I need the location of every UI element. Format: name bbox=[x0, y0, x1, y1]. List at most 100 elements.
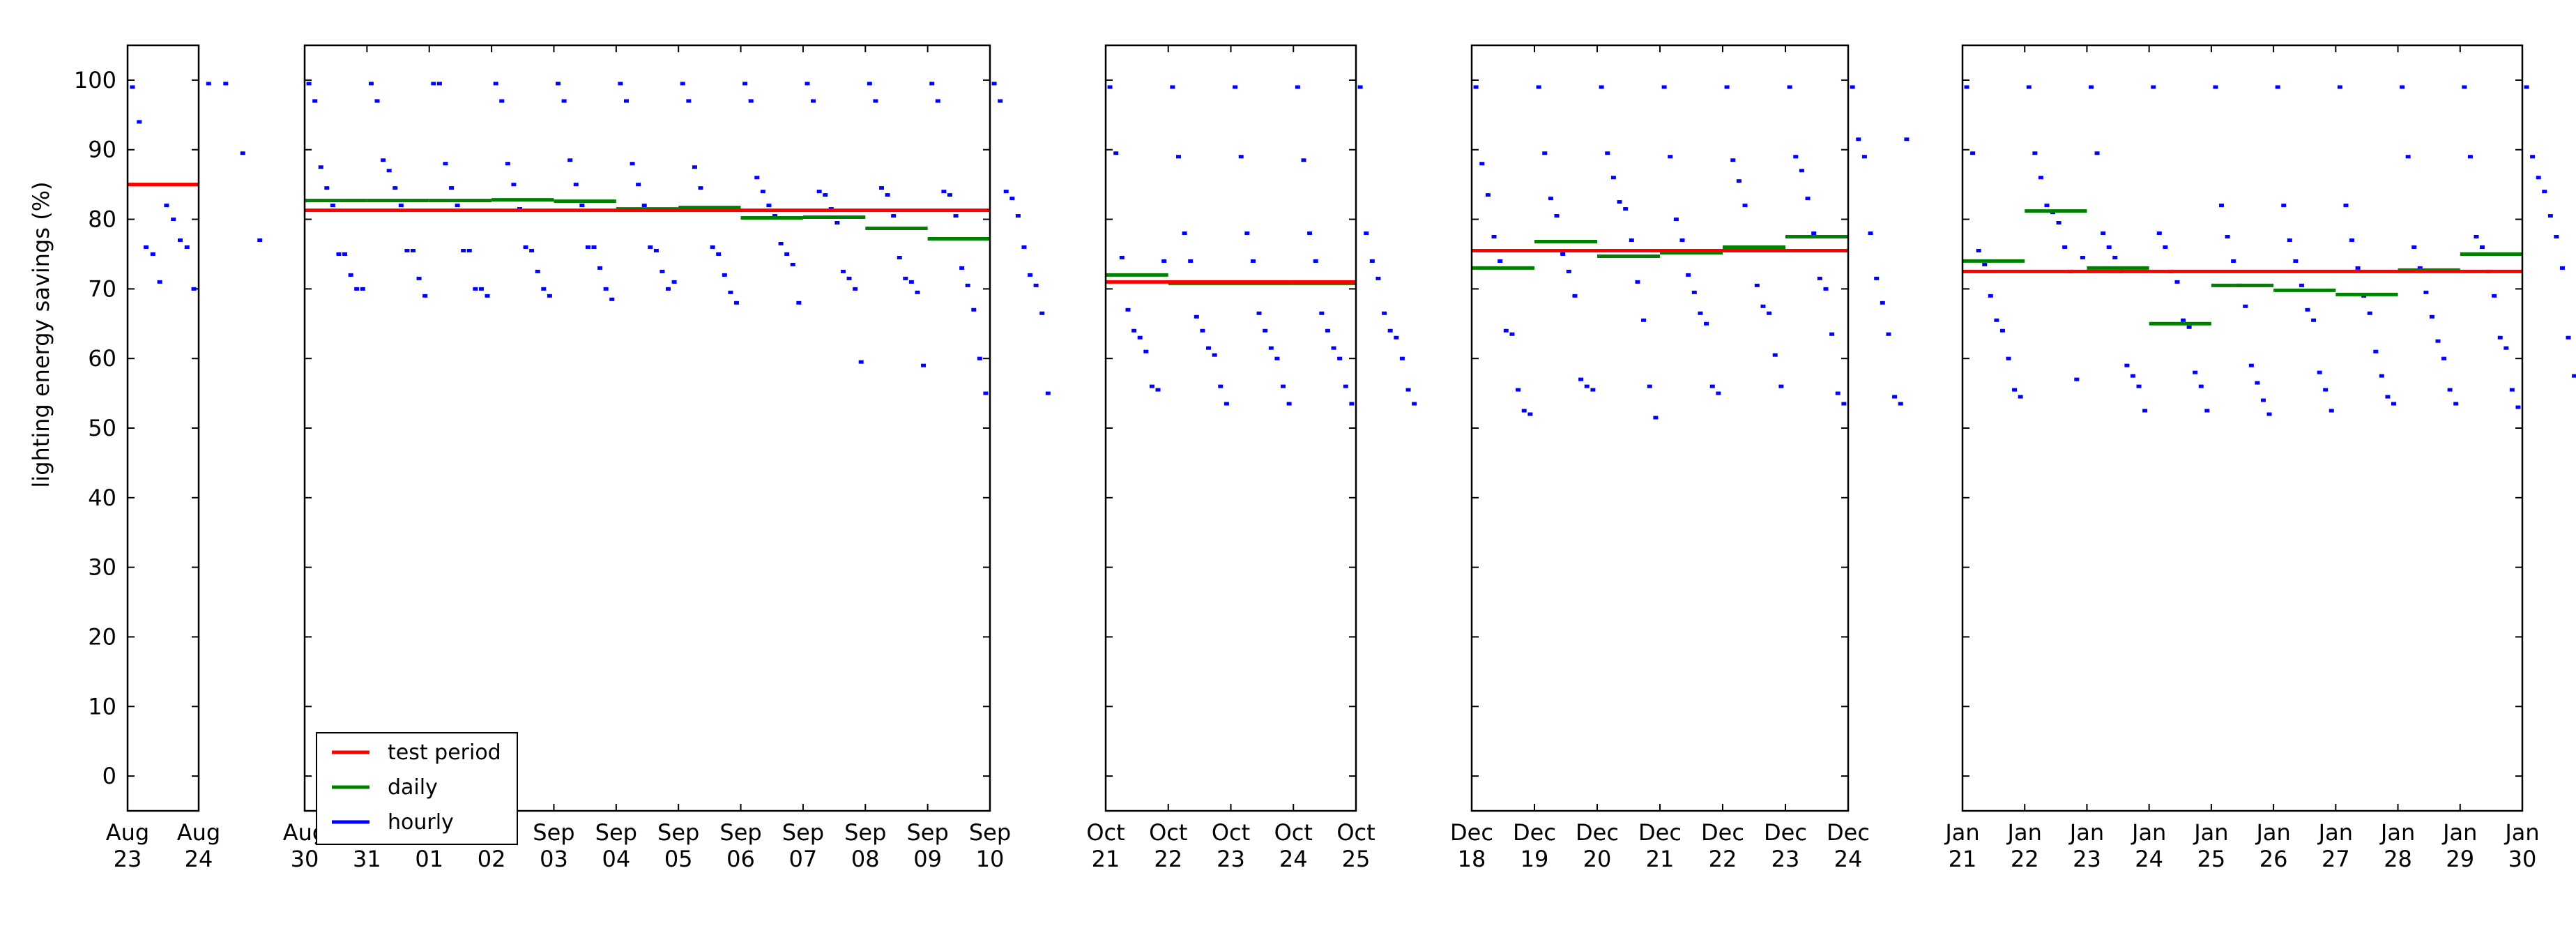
hourly-point bbox=[891, 214, 897, 218]
x-tick-label-month: Jan bbox=[2193, 819, 2228, 846]
x-tick-label-month: Jan bbox=[2441, 819, 2477, 846]
hourly-point bbox=[1039, 311, 1045, 315]
hourly-point bbox=[1527, 412, 1533, 416]
legend: test period daily hourly bbox=[316, 732, 518, 845]
hourly-point bbox=[742, 82, 748, 86]
hourly-point bbox=[1369, 259, 1375, 263]
hourly-point bbox=[1661, 85, 1667, 89]
hourly-point bbox=[2101, 231, 2106, 236]
hourly-point bbox=[511, 183, 517, 187]
hourly-point bbox=[2447, 388, 2453, 392]
x-tick-label-month: Sep bbox=[595, 819, 637, 846]
x-tick-label-day: 21 bbox=[1949, 846, 1977, 872]
hourly-point bbox=[374, 99, 380, 103]
hourly-point bbox=[2349, 238, 2355, 242]
hourly-point bbox=[1904, 137, 1910, 142]
x-tick-label-day: 04 bbox=[602, 846, 630, 872]
y-tick-label: 10 bbox=[88, 693, 116, 720]
x-tick-label-month: Jan bbox=[1944, 819, 1979, 846]
hourly-point bbox=[505, 162, 510, 166]
hourly-point bbox=[977, 356, 982, 360]
hourly-point bbox=[1301, 158, 1306, 162]
x-tick-label-day: 06 bbox=[726, 846, 755, 872]
hourly-point bbox=[998, 99, 1003, 103]
hourly-point bbox=[811, 99, 816, 103]
hourly-point bbox=[1835, 391, 1840, 395]
hourly-point bbox=[1698, 311, 1703, 315]
hourly-point bbox=[1572, 294, 1578, 298]
hourly-point bbox=[2032, 151, 2038, 155]
x-tick-label-day: 23 bbox=[114, 846, 142, 872]
hourly-point bbox=[1337, 356, 1343, 360]
panel-frame bbox=[1470, 44, 1850, 812]
x-tick-label-month: Dec bbox=[1576, 819, 1619, 846]
hourly-point bbox=[991, 82, 997, 86]
hourly-point bbox=[2379, 374, 2384, 378]
x-tick-label-day: 01 bbox=[415, 846, 443, 872]
hourly-point bbox=[858, 360, 864, 364]
hourly-point bbox=[929, 82, 935, 86]
panels-layer: 0102030405060708090100Aug23Aug24Aug30Aug… bbox=[74, 44, 2576, 872]
hourly-point bbox=[1641, 318, 1647, 322]
hourly-point bbox=[2219, 204, 2225, 208]
hourly-point bbox=[1343, 384, 1348, 388]
hourly-point bbox=[2056, 221, 2061, 225]
hourly-point bbox=[2515, 405, 2521, 409]
x-tick-label-day: 27 bbox=[2322, 846, 2350, 872]
hourly-point bbox=[1119, 255, 1125, 259]
hourly-point bbox=[2311, 318, 2317, 322]
hourly-point bbox=[1892, 395, 1898, 399]
hourly-point bbox=[1200, 328, 1205, 333]
hourly-point bbox=[1473, 85, 1479, 89]
hourly-point bbox=[1319, 311, 1325, 315]
hourly-point bbox=[2231, 259, 2236, 263]
hourly-point bbox=[1491, 235, 1497, 238]
hourly-point bbox=[1898, 402, 1903, 406]
x-tick-label-month: Sep bbox=[533, 819, 574, 846]
hourly-point bbox=[2355, 266, 2361, 270]
hourly-point bbox=[1772, 353, 1778, 357]
hourly-point bbox=[834, 221, 840, 225]
hourly-point bbox=[2373, 349, 2379, 353]
hourly-point bbox=[2453, 402, 2459, 406]
x-tick-label-day: 19 bbox=[1521, 846, 1549, 872]
hourly-point bbox=[2530, 155, 2536, 159]
hourly-point bbox=[1817, 276, 1822, 280]
hourly-point bbox=[1691, 290, 1697, 294]
hourly-point bbox=[1679, 238, 1685, 242]
hourly-point bbox=[1375, 276, 1381, 280]
hourly-point bbox=[2547, 214, 2553, 218]
hourly-point bbox=[1542, 151, 1548, 155]
x-tick-label-day: 21 bbox=[1092, 846, 1120, 872]
hourly-point bbox=[1033, 283, 1039, 287]
hourly-point bbox=[2198, 384, 2204, 388]
x-tick-label-month: Dec bbox=[1827, 819, 1870, 846]
hourly-point bbox=[1635, 280, 1640, 284]
hourly-point bbox=[1841, 402, 1847, 406]
hourly-point bbox=[1149, 384, 1154, 388]
hourly-point bbox=[1994, 318, 1999, 322]
hourly-point bbox=[2299, 283, 2304, 287]
hourly-point bbox=[368, 82, 374, 86]
hourly-point bbox=[455, 204, 460, 208]
hourly-point bbox=[2163, 245, 2168, 249]
hourly-point bbox=[1503, 328, 1509, 333]
hourly-point bbox=[2423, 290, 2429, 294]
hourly-point bbox=[561, 99, 567, 103]
hourly-point bbox=[618, 82, 623, 86]
hourly-point bbox=[641, 204, 647, 208]
hourly-point bbox=[2136, 384, 2142, 388]
hourly-point bbox=[1811, 231, 1817, 236]
hourly-point bbox=[523, 245, 528, 249]
hourly-point bbox=[556, 82, 561, 86]
hourly-point bbox=[144, 245, 149, 249]
hourly-point bbox=[2281, 204, 2287, 208]
hourly-point bbox=[879, 186, 885, 190]
hourly-point bbox=[796, 300, 802, 305]
hourly-point bbox=[754, 176, 760, 180]
x-tick-label-month: Oct bbox=[1336, 819, 1375, 846]
x-tick-label-day: 22 bbox=[1709, 846, 1737, 872]
hourly-point bbox=[348, 273, 353, 277]
hourly-point bbox=[609, 297, 615, 301]
hourly-point bbox=[1982, 262, 1988, 266]
